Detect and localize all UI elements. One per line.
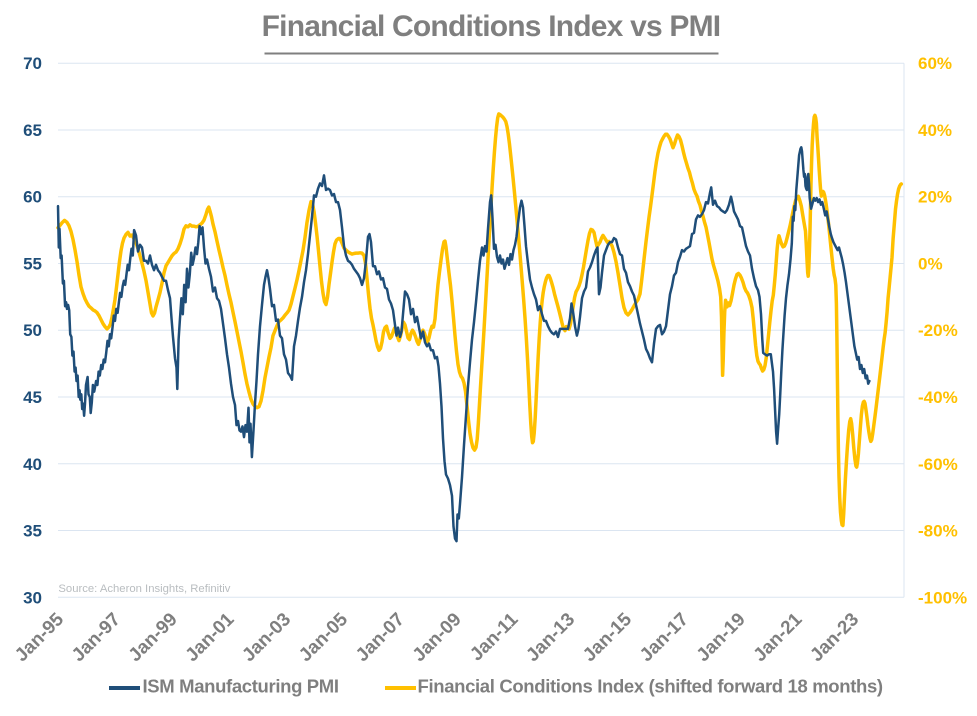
svg-text:70: 70 (23, 54, 42, 73)
svg-text:20%: 20% (918, 188, 952, 207)
svg-text:65: 65 (23, 121, 42, 140)
svg-text:-60%: -60% (918, 455, 958, 474)
svg-text:ISM Manufacturing PMI: ISM Manufacturing PMI (143, 676, 339, 697)
svg-text:50: 50 (23, 321, 42, 340)
svg-text:-40%: -40% (918, 388, 958, 407)
svg-text:-100%: -100% (918, 588, 967, 607)
svg-text:45: 45 (23, 388, 42, 407)
svg-text:40: 40 (23, 455, 42, 474)
svg-text:-20%: -20% (918, 321, 958, 340)
svg-text:60: 60 (23, 188, 42, 207)
svg-text:Financial Conditions Index (sh: Financial Conditions Index (shifted forw… (418, 676, 883, 697)
svg-text:Source: Acheron Insights, Refi: Source: Acheron Insights, Refinitiv (58, 583, 230, 595)
svg-text:35: 35 (23, 522, 42, 541)
svg-text:0%: 0% (918, 255, 943, 274)
svg-text:Financial Conditions Index vs: Financial Conditions Index vs PMI (262, 10, 721, 43)
svg-text:30: 30 (23, 588, 42, 607)
svg-text:40%: 40% (918, 121, 952, 140)
svg-text:-80%: -80% (918, 522, 958, 541)
svg-text:55: 55 (23, 255, 42, 274)
svg-text:60%: 60% (918, 54, 952, 73)
